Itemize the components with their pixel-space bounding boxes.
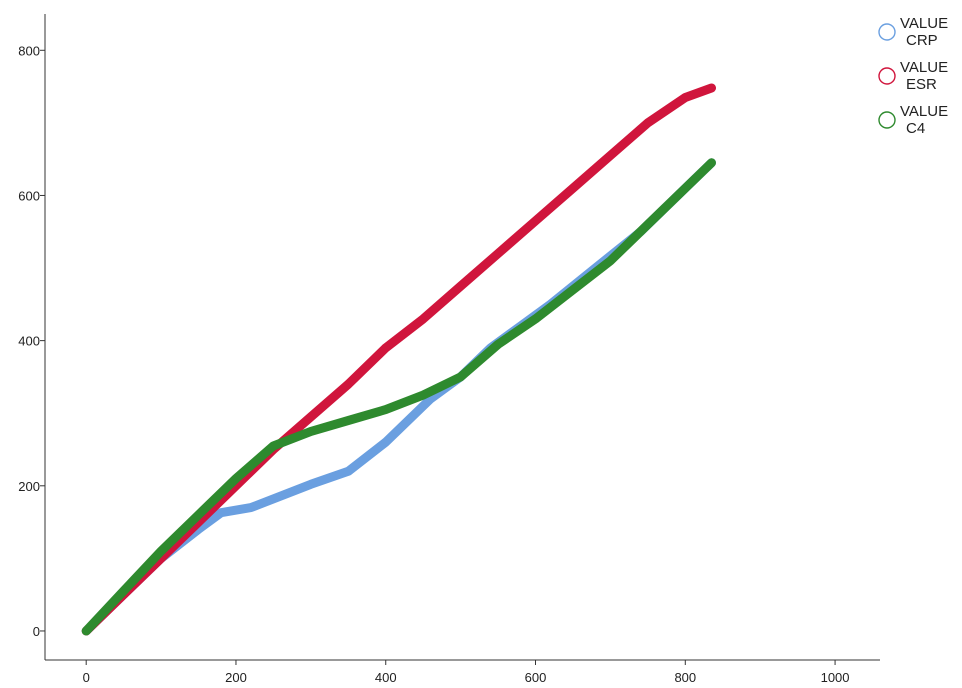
legend-marker-crp (878, 23, 896, 41)
legend-label: C4 (906, 120, 925, 137)
series-line-esr (81, 83, 716, 636)
x-axis-ticks: 0 200 400 600 800 1000 (83, 660, 850, 685)
legend-label: VALUE (900, 59, 948, 76)
y-tick-label: 0 (33, 624, 40, 639)
legend-marker-esr (878, 67, 896, 85)
x-tick-label: 800 (674, 670, 696, 685)
legend-marker-c4 (878, 111, 896, 129)
x-tick-label: 200 (225, 670, 247, 685)
legend-label: VALUE (900, 15, 948, 32)
x-tick-label: 600 (525, 670, 547, 685)
y-tick-label: 600 (18, 188, 40, 203)
y-tick-label: 400 (18, 334, 40, 349)
legend-label: VALUE (900, 103, 948, 120)
y-tick-label: 800 (18, 43, 40, 58)
x-tick-label: 400 (375, 670, 397, 685)
series-line-c4 (81, 158, 716, 636)
series-lines (81, 83, 716, 636)
series-line-crp (81, 158, 716, 636)
y-axis-ticks: 0 200 400 600 800 (18, 43, 45, 639)
x-tick-label: 1000 (821, 670, 850, 685)
legend-label: ESR (906, 76, 937, 93)
x-tick-label: 0 (83, 670, 90, 685)
y-tick-label: 200 (18, 479, 40, 494)
legend-label: CRP (906, 32, 938, 49)
axes (44, 14, 880, 661)
